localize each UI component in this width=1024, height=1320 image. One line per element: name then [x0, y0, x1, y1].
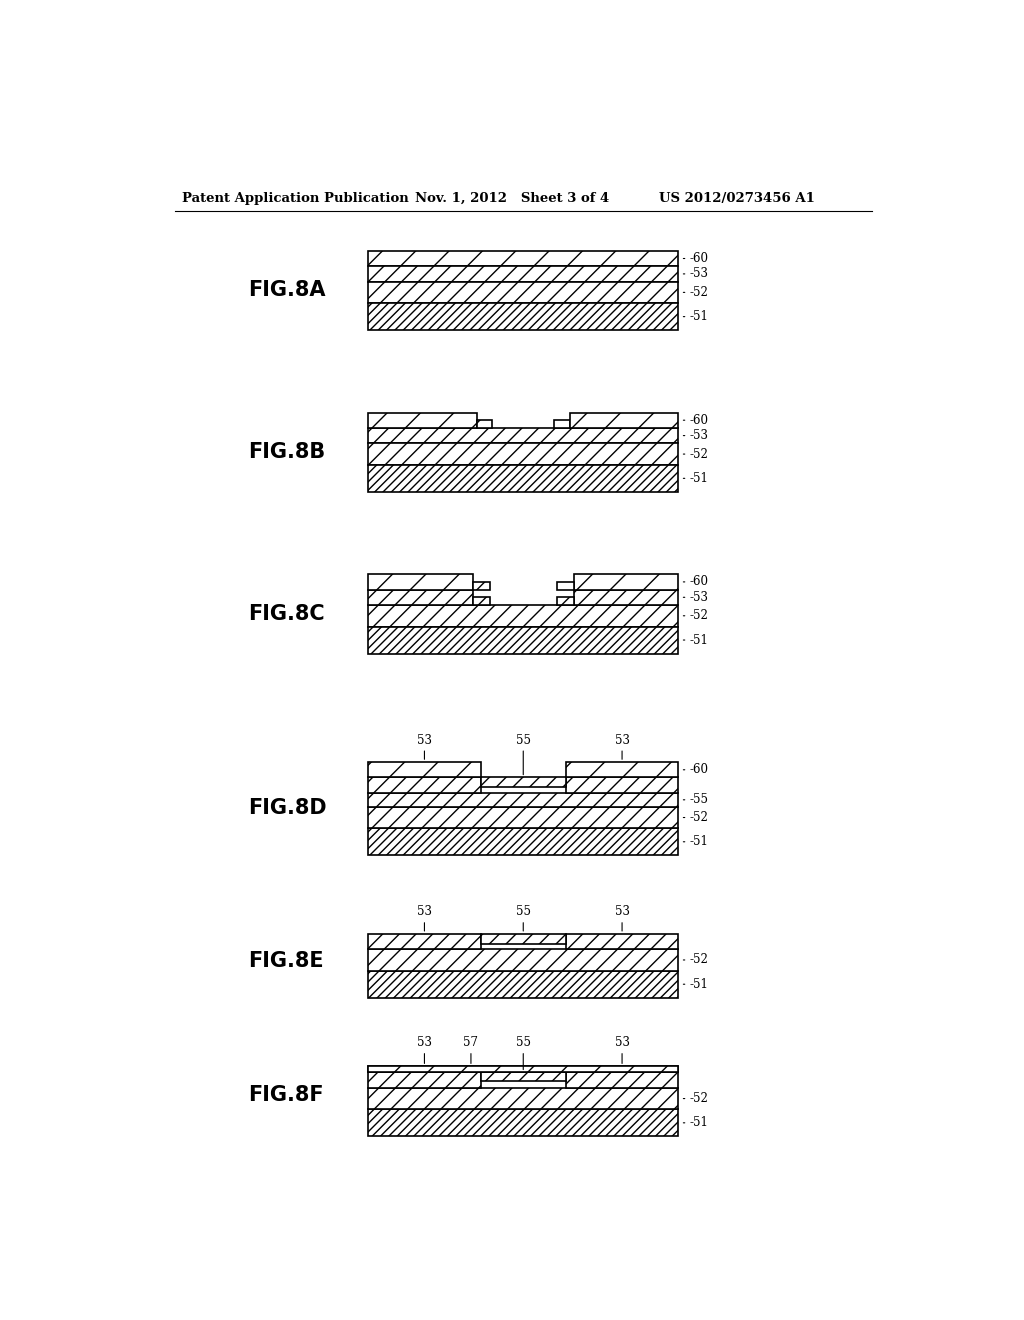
- Text: FIG.8B: FIG.8B: [248, 442, 326, 462]
- Text: -52: -52: [689, 286, 708, 298]
- Bar: [369, 1109, 678, 1137]
- Bar: [369, 590, 473, 605]
- Bar: [369, 304, 678, 330]
- Text: 53: 53: [614, 734, 630, 747]
- Bar: [369, 762, 480, 777]
- Bar: [480, 777, 566, 787]
- Bar: [369, 949, 678, 970]
- Text: -51: -51: [689, 978, 708, 991]
- Text: 53: 53: [417, 734, 432, 747]
- Bar: [473, 582, 489, 590]
- Text: -60: -60: [689, 763, 709, 776]
- Text: -51: -51: [689, 836, 708, 849]
- Bar: [369, 465, 678, 492]
- Bar: [369, 281, 678, 304]
- Text: FIG.8C: FIG.8C: [248, 603, 325, 624]
- Text: -55: -55: [689, 793, 709, 807]
- Text: -60: -60: [689, 576, 709, 589]
- Bar: [369, 444, 678, 465]
- Text: US 2012/0273456 A1: US 2012/0273456 A1: [658, 191, 815, 205]
- Text: -53: -53: [689, 429, 709, 442]
- Bar: [566, 777, 678, 793]
- Text: FIG.8F: FIG.8F: [248, 1085, 324, 1105]
- Text: -52: -52: [689, 810, 708, 824]
- Text: -52: -52: [689, 610, 708, 622]
- Bar: [369, 807, 678, 829]
- Bar: [477, 420, 493, 428]
- Bar: [369, 267, 678, 281]
- Text: 53: 53: [614, 906, 630, 919]
- Bar: [573, 590, 678, 605]
- Text: FIG.8D: FIG.8D: [248, 797, 327, 817]
- Bar: [480, 1072, 566, 1081]
- Bar: [369, 251, 678, 267]
- Text: -52: -52: [689, 953, 708, 966]
- Text: 53: 53: [417, 1036, 432, 1049]
- Text: -60: -60: [689, 413, 709, 426]
- Bar: [369, 605, 678, 627]
- Text: Nov. 1, 2012   Sheet 3 of 4: Nov. 1, 2012 Sheet 3 of 4: [415, 191, 609, 205]
- Bar: [369, 777, 480, 793]
- Text: -52: -52: [689, 1092, 708, 1105]
- Bar: [369, 428, 678, 444]
- Text: -51: -51: [689, 1117, 708, 1130]
- Bar: [569, 412, 678, 428]
- Text: -60: -60: [689, 252, 709, 265]
- Bar: [369, 1067, 678, 1072]
- Text: -51: -51: [689, 310, 708, 323]
- Bar: [369, 574, 473, 590]
- Bar: [369, 970, 678, 998]
- Text: 55: 55: [516, 906, 530, 919]
- Bar: [473, 597, 489, 605]
- Text: -51: -51: [689, 471, 708, 484]
- Bar: [554, 420, 569, 428]
- Text: 57: 57: [464, 1036, 478, 1049]
- Bar: [566, 1072, 678, 1088]
- Text: -51: -51: [689, 634, 708, 647]
- Bar: [557, 597, 573, 605]
- Bar: [369, 933, 480, 949]
- Text: 53: 53: [417, 906, 432, 919]
- Bar: [369, 1088, 678, 1109]
- Bar: [480, 933, 566, 944]
- Bar: [573, 574, 678, 590]
- Bar: [566, 933, 678, 949]
- Bar: [369, 1067, 678, 1072]
- Text: 55: 55: [516, 1036, 530, 1049]
- Bar: [369, 1072, 480, 1088]
- Bar: [369, 627, 678, 653]
- Text: FIG.8E: FIG.8E: [248, 950, 324, 970]
- Text: -53: -53: [689, 268, 709, 280]
- Bar: [369, 412, 477, 428]
- Bar: [369, 829, 678, 855]
- Text: -53: -53: [689, 591, 709, 603]
- Bar: [566, 762, 678, 777]
- Text: -52: -52: [689, 447, 708, 461]
- Text: 53: 53: [614, 1036, 630, 1049]
- Text: Patent Application Publication: Patent Application Publication: [182, 191, 409, 205]
- Bar: [369, 793, 678, 807]
- Text: 55: 55: [516, 734, 530, 747]
- Text: FIG.8A: FIG.8A: [248, 280, 326, 301]
- Bar: [557, 582, 573, 590]
